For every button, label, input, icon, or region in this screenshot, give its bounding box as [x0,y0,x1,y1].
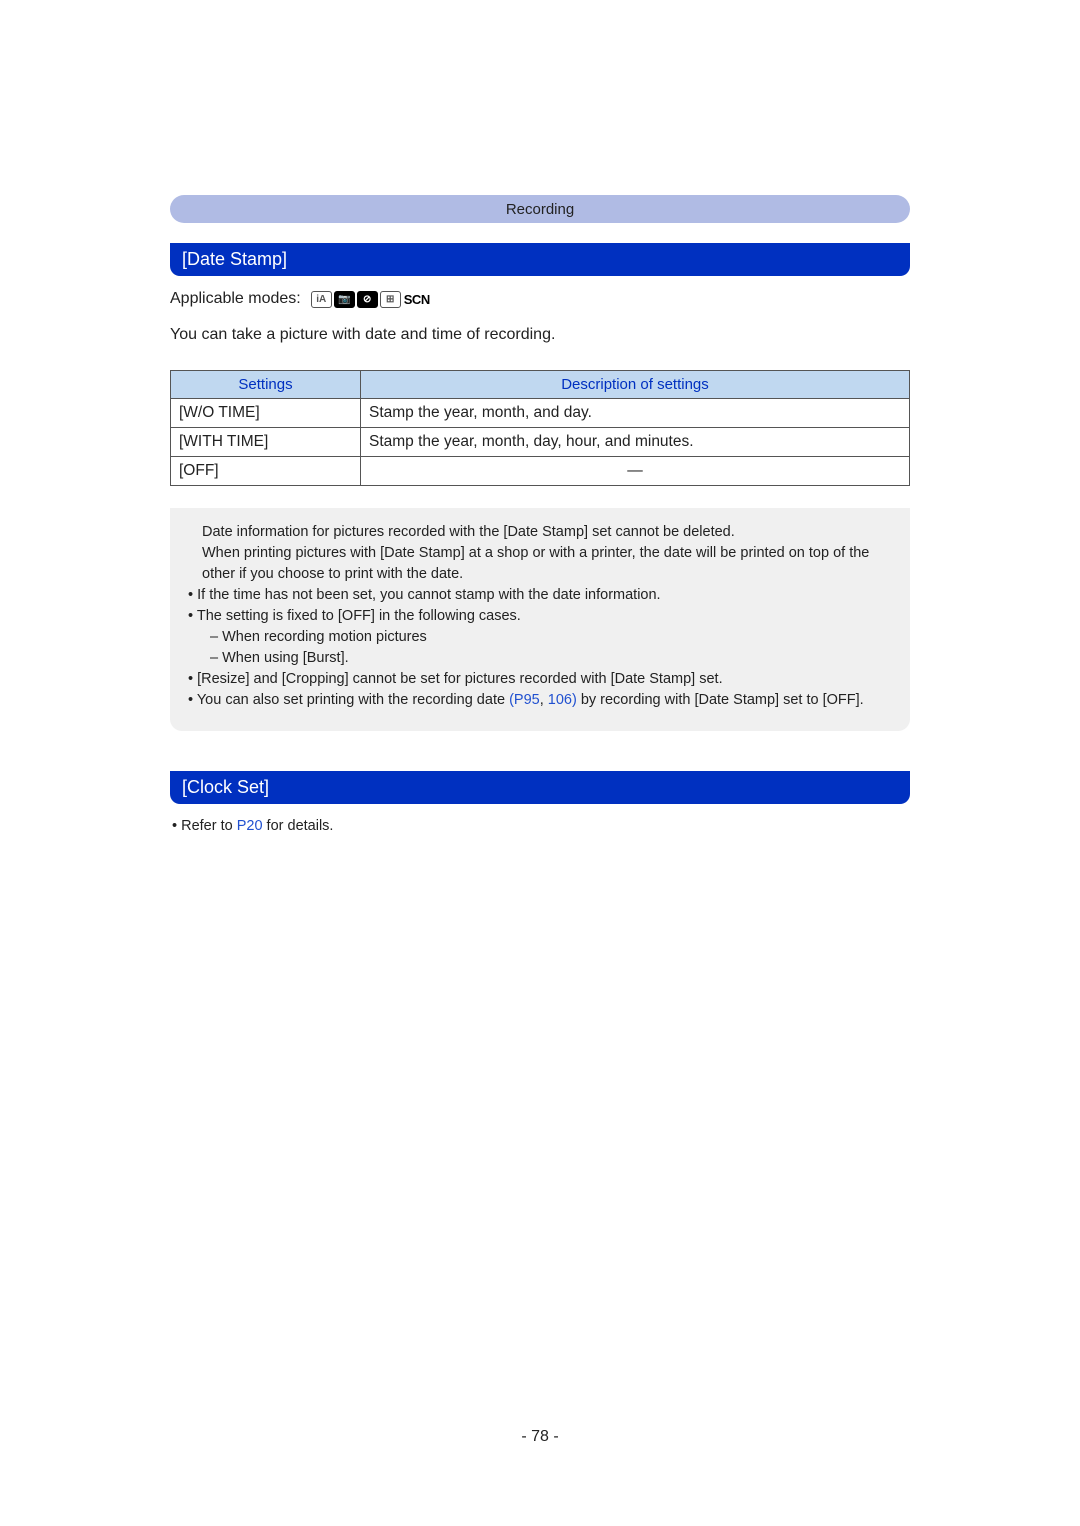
notes-box: Date information for pictures recorded w… [170,508,910,731]
section-title-date-stamp: [Date Stamp] [170,243,910,276]
setting-cell: [OFF] [171,457,361,486]
modes-label: Applicable modes: [170,290,301,308]
chapter-tab: Recording [170,195,910,223]
note-text: , [540,692,548,708]
manual-page: Recording [Date Stamp] Applicable modes:… [0,0,1080,1526]
mode-icon: ⊞ [380,291,401,308]
note-text: You can also set printing with the recor… [197,692,509,708]
note-item: [Resize] and [Cropping] cannot be set fo… [188,669,892,690]
table-row: [W/O TIME]Stamp the year, month, and day… [171,399,910,428]
intro-text: You can take a picture with date and tim… [170,326,910,344]
description-cell: — [361,457,910,486]
page-ref-link[interactable]: (P95 [509,692,540,708]
chapter-label: Recording [506,201,574,218]
setting-cell: [WITH TIME] [171,428,361,457]
mode-icons-group: iA📷⊘⊞SCN [311,291,431,308]
note-item: When printing pictures with [Date Stamp]… [188,543,892,585]
section-title-text: [Clock Set] [182,777,269,797]
note-item: If the time has not been set, you cannot… [188,585,892,606]
note-item: When using [Burst]. [188,648,892,669]
note-item: Date information for pictures recorded w… [188,522,892,543]
note-item: Refer to P20 for details. [172,818,910,834]
note-item: When recording motion pictures [188,627,892,648]
description-cell: Stamp the year, month, day, hour, and mi… [361,428,910,457]
table-row: [WITH TIME]Stamp the year, month, day, h… [171,428,910,457]
table-row: [OFF]— [171,457,910,486]
note-text: Refer to [181,818,237,834]
description-cell: Stamp the year, month, and day. [361,399,910,428]
page-ref-link[interactable]: P20 [237,818,263,834]
col-settings: Settings [171,371,361,399]
page-number: - 78 - [0,1428,1080,1446]
section-title-clock-set: [Clock Set] [170,771,910,804]
col-description: Description of settings [361,371,910,399]
note-item: The setting is fixed to [OFF] in the fol… [188,606,892,627]
note-item: You can also set printing with the recor… [188,690,892,711]
table-header-row: Settings Description of settings [171,371,910,399]
mode-icon: SCN [403,291,431,308]
clock-set-notes: Refer to P20 for details. [170,818,910,834]
mode-icon: iA [311,291,332,308]
settings-table: Settings Description of settings [W/O TI… [170,370,910,486]
setting-cell: [W/O TIME] [171,399,361,428]
mode-icon: ⊘ [357,291,378,308]
mode-icon: 📷 [334,291,355,308]
page-ref-link[interactable]: 106) [548,692,577,708]
note-text: by recording with [Date Stamp] set to [O… [577,692,864,708]
applicable-modes-row: Applicable modes: iA📷⊘⊞SCN [170,290,910,308]
section-title-text: [Date Stamp] [182,249,287,269]
note-text: for details. [263,818,334,834]
